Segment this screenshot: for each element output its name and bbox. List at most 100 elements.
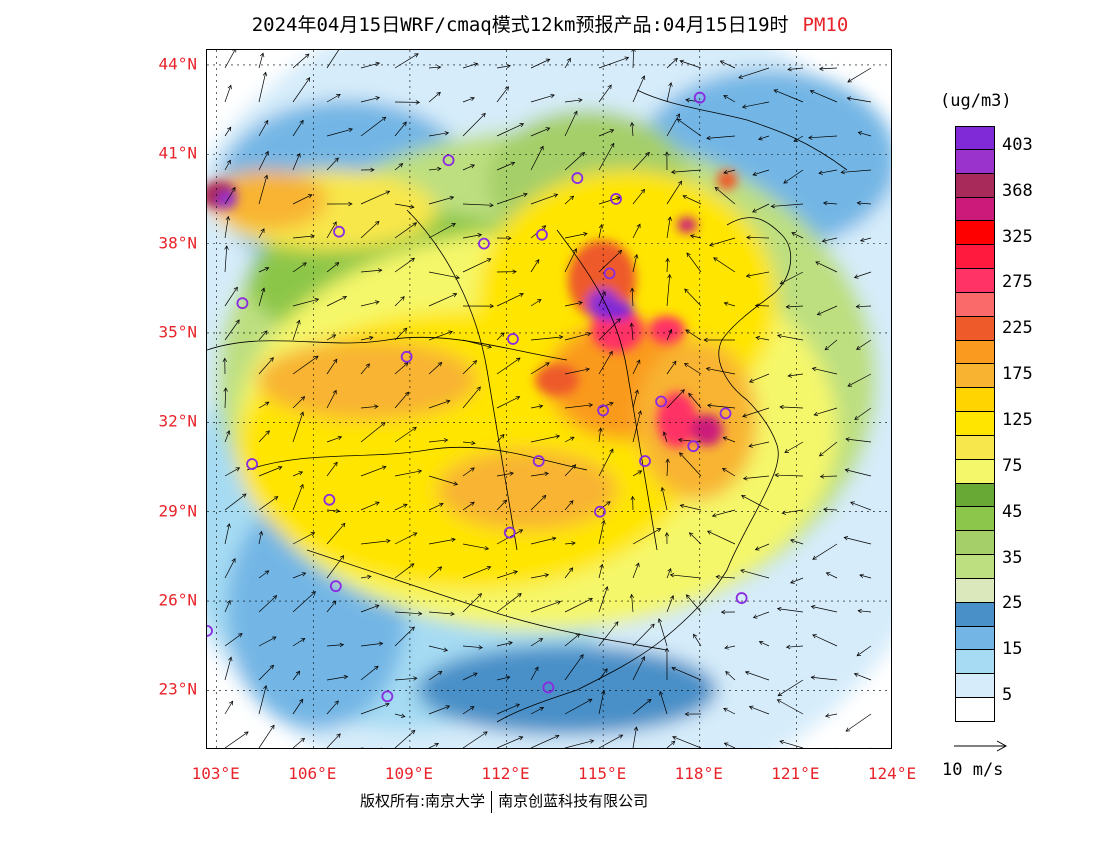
- wind-arrowhead: [758, 640, 764, 646]
- colorbar-swatch: [955, 197, 995, 222]
- wind-arrowhead: [678, 180, 683, 186]
- wind-arrow: [428, 400, 450, 409]
- wind-arrowhead: [664, 151, 670, 156]
- wind-arrowhead: [822, 200, 828, 206]
- wind-arrowhead: [484, 546, 490, 551]
- wind-arrow: [564, 248, 577, 273]
- latitude-label: 44°N: [158, 54, 197, 74]
- wind-arrow: [258, 636, 277, 647]
- wind-arrowhead: [541, 225, 547, 230]
- wind-arrowhead: [779, 280, 785, 285]
- wind-arrow: [428, 196, 454, 205]
- wind-arrowhead: [819, 66, 824, 71]
- wind-arrow: [224, 467, 240, 477]
- wind-arrowhead: [636, 359, 641, 365]
- wind-arrow: [292, 671, 300, 681]
- wind-arrowhead: [825, 572, 831, 577]
- wind-arrow: [823, 202, 838, 205]
- wind-arrowhead: [714, 186, 720, 192]
- wind-arrow: [530, 537, 556, 545]
- wind-arrow: [752, 169, 770, 176]
- wind-arrow: [598, 520, 605, 545]
- wind-arrowhead: [629, 322, 635, 328]
- wind-arrowhead: [641, 75, 646, 80]
- colorbar-label: 368: [1002, 180, 1033, 201]
- wind-arrowhead: [571, 541, 576, 546]
- wind-arrowhead: [745, 273, 751, 278]
- wind-arrowhead: [477, 593, 483, 598]
- wind-arrow: [394, 626, 415, 647]
- wind-arrowhead: [264, 119, 269, 125]
- wind-arrow: [292, 77, 311, 103]
- wind-arrow: [854, 673, 872, 681]
- wind-arrowhead: [348, 201, 353, 207]
- wind-arrowhead: [334, 157, 339, 162]
- wind-arrow: [824, 339, 838, 351]
- wind-arrow: [686, 252, 702, 273]
- wind-arrow: [462, 234, 482, 239]
- wind-arrowhead: [300, 396, 306, 401]
- wind-arrow: [428, 645, 448, 651]
- wind-arrow: [826, 572, 838, 579]
- wind-arrow: [771, 203, 804, 207]
- wind-arrowhead: [489, 303, 495, 309]
- wind-arrowhead: [478, 645, 483, 650]
- wind-arrow: [428, 331, 453, 341]
- wind-arrow: [428, 503, 444, 511]
- wind-arrowhead: [601, 291, 606, 296]
- wind-arrowhead: [723, 742, 729, 747]
- wind-arrowhead: [588, 597, 593, 602]
- wind-arrowhead: [598, 427, 603, 432]
- wind-arrow: [788, 373, 804, 377]
- wind-arrow: [530, 601, 561, 613]
- wind-arrow: [688, 393, 702, 409]
- wind-arrowhead: [264, 266, 270, 272]
- wind-arrowhead: [715, 574, 720, 580]
- wind-arrowhead: [640, 188, 646, 194]
- wind-arrow: [812, 367, 838, 375]
- wind-arrowhead: [790, 579, 795, 584]
- wind-arrowhead: [415, 100, 421, 105]
- wind-arrowhead: [724, 645, 729, 650]
- wind-arrowhead: [823, 507, 828, 512]
- wind-arrow: [564, 302, 583, 307]
- wind-arrow: [224, 633, 243, 647]
- wind-arrowhead: [455, 275, 460, 280]
- wind-arrowhead: [847, 382, 853, 387]
- wind-arrowhead: [787, 373, 793, 378]
- wind-arrowhead: [437, 361, 443, 367]
- wind-arrow: [758, 135, 770, 140]
- wind-arrowhead: [664, 647, 670, 652]
- wind-arrowhead: [551, 536, 557, 541]
- wind-arrow: [224, 493, 247, 511]
- wind-arrow: [292, 120, 304, 137]
- wind-arrowhead: [381, 422, 386, 427]
- wind-arrowhead: [445, 705, 451, 710]
- wind-arrowhead: [452, 293, 458, 298]
- wind-arrow: [666, 216, 671, 239]
- wind-arrowhead: [336, 94, 341, 98]
- wind-arrowhead: [554, 734, 560, 739]
- wind-arrowhead: [410, 257, 416, 262]
- wind-arrowhead: [676, 118, 682, 123]
- wind-arrowhead: [386, 538, 391, 544]
- wind-arrowhead: [337, 435, 343, 441]
- wind-arrow: [292, 699, 304, 715]
- wind-arrowhead: [341, 522, 346, 528]
- wind-arrowhead: [505, 675, 511, 680]
- wind-arrow: [496, 396, 520, 409]
- wind-arrow: [496, 736, 523, 748]
- city-station-marker: [442, 154, 455, 167]
- wind-arrow: [564, 654, 584, 681]
- forecast-map: [206, 49, 892, 749]
- wind-arrow: [847, 67, 872, 83]
- wind-arrowhead: [453, 481, 459, 486]
- wind-arrowhead: [706, 135, 711, 141]
- wind-arrow: [722, 468, 736, 477]
- credit-line: 版权所有:南京大学 南京创蓝科技有限公司: [360, 790, 648, 813]
- wind-arrow: [564, 233, 588, 239]
- wind-arrowhead: [263, 174, 269, 180]
- latitude-label: 26°N: [158, 590, 197, 610]
- wind-arrowhead: [810, 675, 816, 680]
- wind-arrowhead: [271, 636, 277, 641]
